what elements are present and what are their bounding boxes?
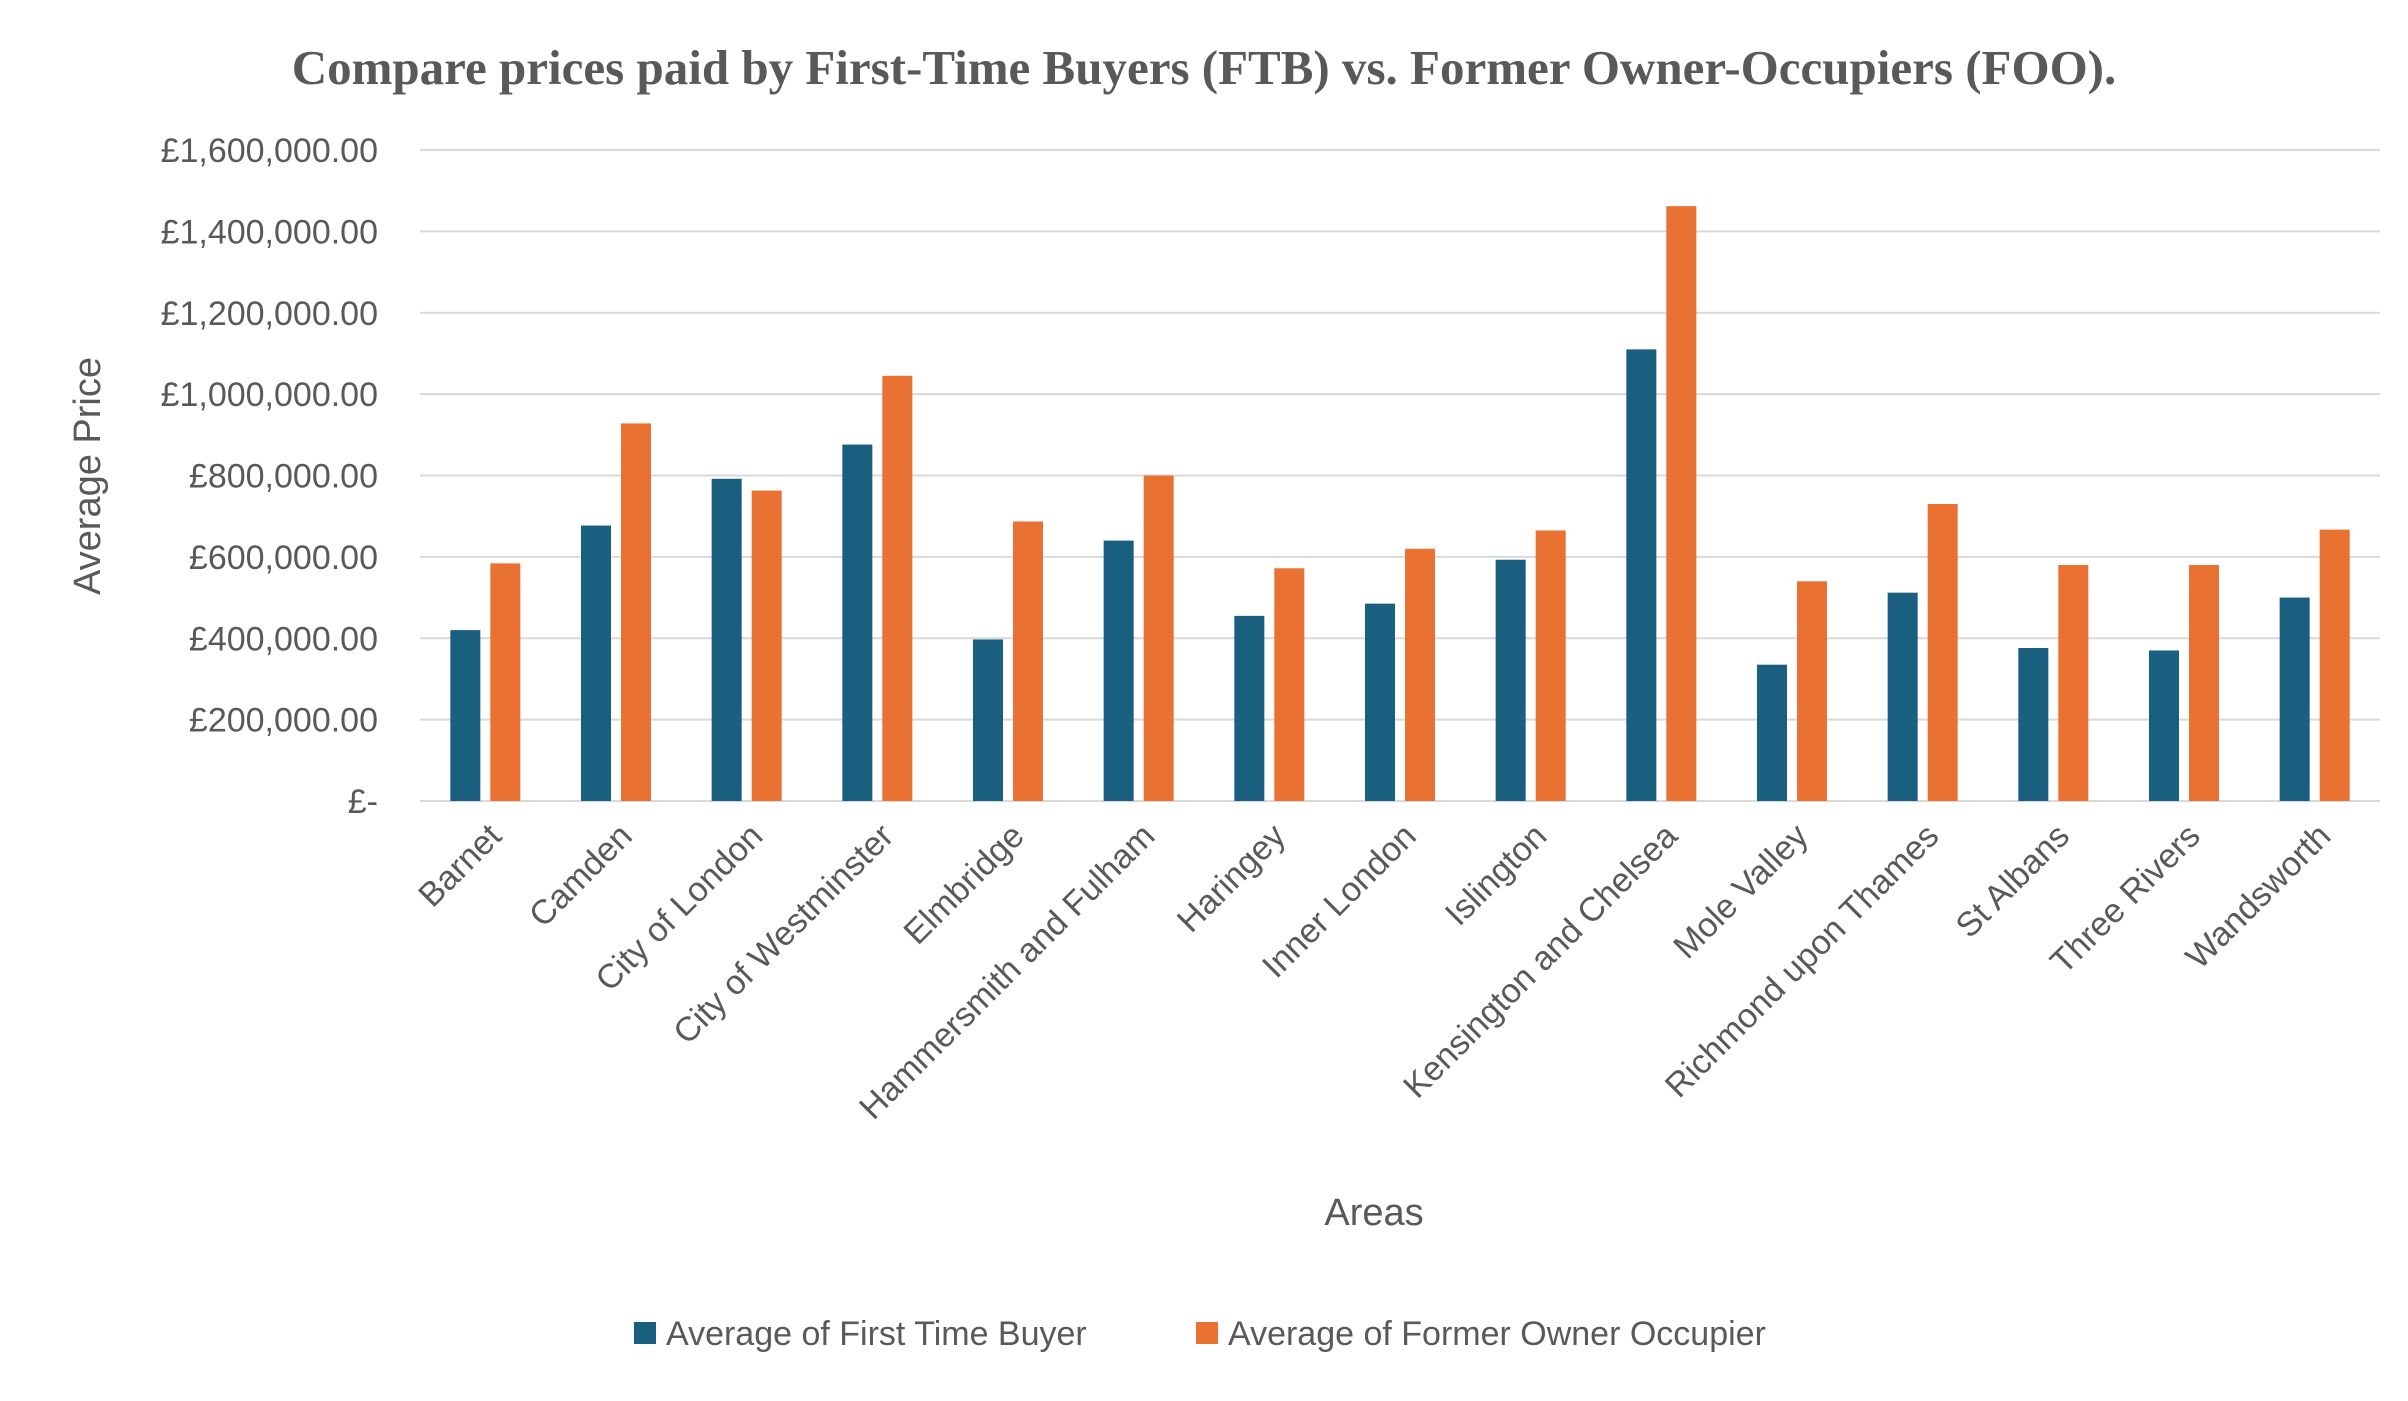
chart-title: Compare prices paid by First-Time Buyers… — [292, 40, 2117, 95]
bar-first-time-buyer — [2018, 648, 2049, 801]
bar-first-time-buyer — [581, 525, 611, 801]
gridlines — [420, 149, 2380, 802]
legend-swatch-former-owner-occupier — [1196, 1322, 1218, 1344]
bar-first-time-buyer — [1365, 603, 1395, 801]
bar-first-time-buyer — [2149, 650, 2179, 801]
y-tick-label: £1,000,000.00 — [161, 376, 378, 414]
bar-former-owner-occupier — [882, 375, 913, 801]
bar-former-owner-occupier — [490, 563, 521, 801]
bar-first-time-buyer — [1626, 349, 1657, 801]
legend-swatch-first-time-buyer — [634, 1322, 656, 1344]
y-tick-label: £- — [348, 783, 378, 821]
bar-former-owner-occupier — [1405, 548, 1435, 801]
bar-former-owner-occupier — [1797, 581, 1827, 801]
bar-first-time-buyer — [1757, 664, 1787, 801]
bar-first-time-buyer — [2279, 597, 2310, 801]
bar-first-time-buyer — [1103, 540, 1134, 801]
y-tick-label: £400,000.00 — [189, 620, 378, 658]
bar-first-time-buyer — [1887, 592, 1918, 801]
bar-former-owner-occupier — [1274, 568, 1305, 801]
bar-former-owner-occupier — [2319, 529, 2350, 801]
bar-former-owner-occupier — [1143, 475, 1174, 801]
bar-former-owner-occupier — [621, 423, 651, 801]
bars — [450, 206, 2350, 801]
bar-former-owner-occupier — [2058, 565, 2089, 801]
bar-former-owner-occupier — [1927, 503, 1958, 801]
bar-former-owner-occupier — [2189, 565, 2219, 801]
bar-former-owner-occupier — [1535, 530, 1566, 801]
y-axis-ticks: £- £200,000.00 £400,000.00 £600,000.00 £800,… — [161, 132, 378, 821]
bar-first-time-buyer — [711, 478, 742, 801]
bar-former-owner-occupier — [1013, 521, 1043, 801]
bar-first-time-buyer — [973, 639, 1003, 801]
y-axis-title: Average Price — [67, 357, 109, 595]
y-tick-label: £200,000.00 — [189, 702, 378, 740]
legend-label-first-time-buyer: Average of First Time Buyer — [666, 1315, 1087, 1353]
x-axis-title: Areas — [1324, 1192, 1423, 1234]
bar-first-time-buyer — [450, 630, 481, 801]
bar-first-time-buyer — [1495, 559, 1526, 801]
bar-first-time-buyer — [1234, 615, 1265, 801]
y-tick-label: £1,600,000.00 — [161, 132, 378, 170]
y-tick-label: £1,200,000.00 — [161, 295, 378, 333]
legend-label-former-owner-occupier: Average of Former Owner Occupier — [1228, 1315, 1766, 1353]
y-tick-label: £800,000.00 — [189, 458, 378, 496]
y-tick-label: £600,000.00 — [189, 539, 378, 577]
bar-former-owner-occupier — [751, 490, 782, 801]
bar-first-time-buyer — [842, 444, 873, 801]
legend: Average of First Time Buyer Average of Fo… — [634, 1315, 1766, 1353]
bar-former-owner-occupier — [1666, 206, 1697, 801]
y-tick-label: £1,400,000.00 — [161, 213, 378, 251]
